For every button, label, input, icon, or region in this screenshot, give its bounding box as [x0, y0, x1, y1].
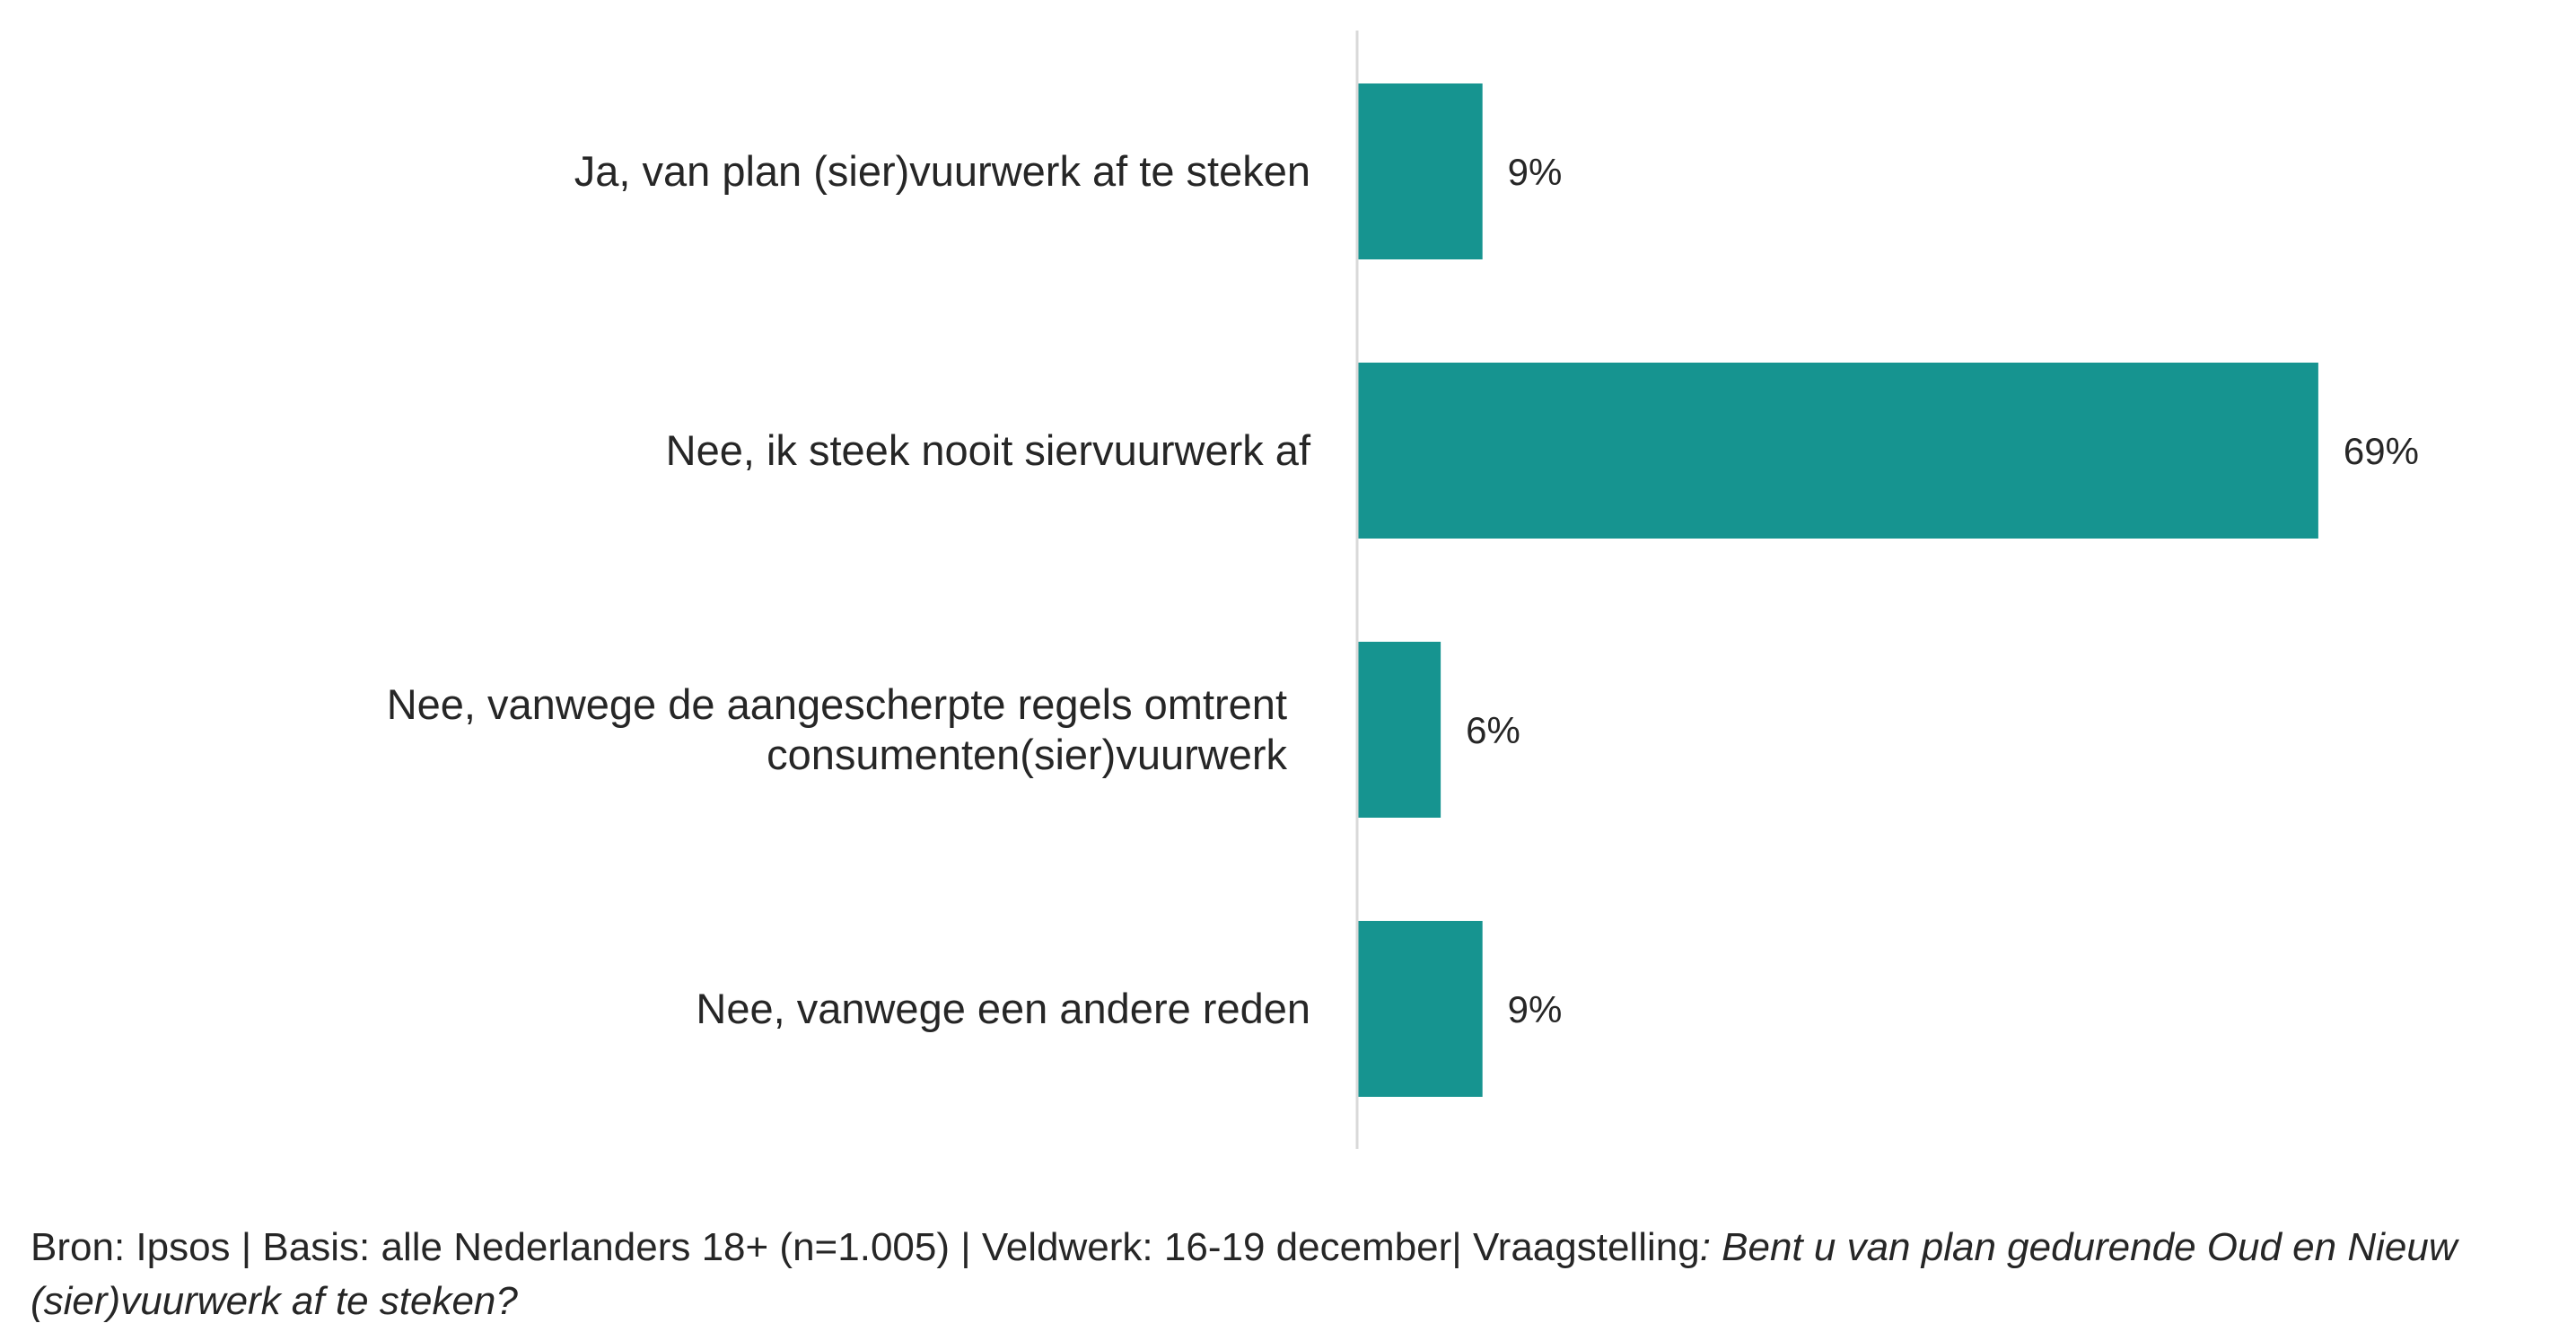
footnote-source-text: Bron: Ipsos | Basis: alle Nederlanders 1…: [31, 1225, 1700, 1269]
category-label-3-line-2: consumenten(sier)vuurwerk: [767, 731, 1287, 778]
bar-chart: Ja, van plan (sier)vuurwerk af te steken…: [387, 31, 2419, 1149]
bar-2: [1357, 363, 2318, 539]
bar-1: [1357, 83, 1483, 259]
category-label-2: Nee, ik steek nooit siervuurwerk af: [666, 426, 1311, 474]
category-labels-group: Ja, van plan (sier)vuurwerk af te steken…: [387, 147, 1311, 1032]
value-labels-group: 9% 69% 6% 9%: [1466, 151, 2419, 1030]
bars-group: [1357, 83, 2318, 1097]
source-footnote: Bron: Ipsos | Basis: alle Nederlanders 1…: [31, 1221, 2544, 1328]
value-label-3: 6%: [1466, 709, 1520, 751]
category-label-4: Nee, vanwege een andere reden: [696, 985, 1310, 1032]
category-label-1: Ja, van plan (sier)vuurwerk af te steken: [574, 147, 1310, 195]
value-label-2: 69%: [2344, 430, 2419, 472]
value-label-4: 9%: [1508, 988, 1563, 1030]
value-label-1: 9%: [1508, 151, 1563, 193]
bar-3: [1357, 642, 1441, 818]
bar-4: [1357, 921, 1483, 1097]
footnote-question-text: : Bent u van plan gedurende Oud en Nieuw…: [31, 1225, 2458, 1323]
category-label-3-line-1: Nee, vanwege de aangescherpte regels omt…: [387, 680, 1287, 728]
